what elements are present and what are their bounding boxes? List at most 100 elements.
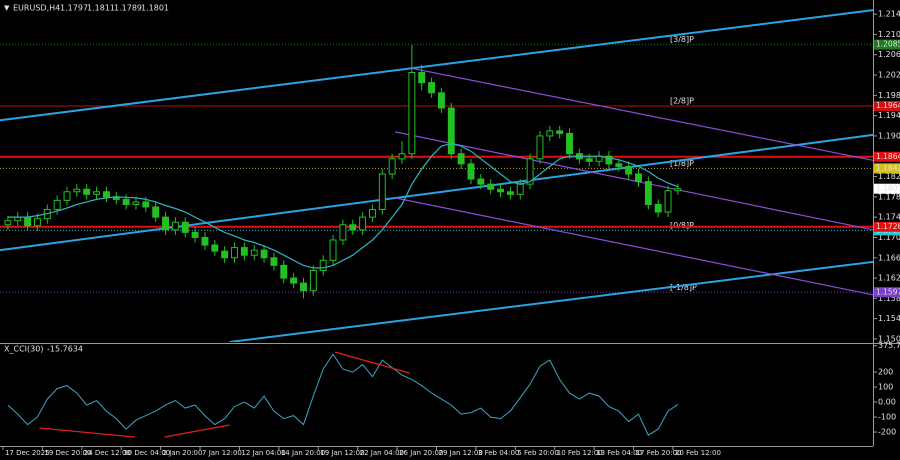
murray-price-box — [874, 287, 900, 298]
y-tick-label: 1.1985 — [878, 91, 900, 100]
trendline — [409, 67, 873, 161]
candle-body — [457, 153, 465, 165]
trendline — [394, 131, 873, 231]
murray-price-box — [874, 100, 900, 111]
candle-body — [93, 191, 101, 195]
current-price-label: 1.1801 — [876, 184, 900, 193]
candle-body — [635, 173, 642, 183]
candle-body — [536, 135, 544, 160]
x-tick-label: 3 Feb 04:00 — [478, 449, 519, 457]
divergence-line — [164, 424, 230, 438]
candle-body — [191, 231, 199, 238]
candle-body — [487, 183, 495, 190]
candle-body — [625, 165, 633, 175]
trendline — [0, 133, 873, 252]
candle-body — [73, 188, 81, 193]
candle-body — [270, 257, 278, 266]
y-tick-label: 1.1545 — [878, 314, 900, 323]
murray-label: [0/8]P — [670, 221, 694, 230]
y-tick-label: -100 — [878, 413, 896, 422]
candle-body — [566, 132, 573, 155]
x-tick-label: 2 Jan 20:00 — [163, 449, 203, 457]
candle-body — [250, 249, 258, 256]
murray-price-label: 1.1964 — [876, 101, 900, 110]
line-price-label: 1.1726 — [876, 222, 900, 231]
candle-body — [231, 247, 238, 259]
line-price-box — [874, 151, 900, 162]
y-tick-label: 1.1945 — [878, 111, 900, 120]
indicator-value: -15.7634 — [47, 345, 83, 354]
murray-price-label: 1.2085 — [876, 40, 900, 49]
line-price-label: 1.1864 — [876, 152, 900, 161]
y-tick-label: 1.2145 — [878, 10, 900, 19]
candle-body — [497, 188, 505, 193]
y-tick-label: 1.2025 — [878, 71, 900, 80]
candle-body — [654, 203, 662, 213]
panel-0: [3/8]P [2/8]P [1/8]P [0/8]P [-1/8]P — [0, 9, 873, 342]
y-tick-label: 1.1785 — [878, 192, 900, 201]
candle-body — [102, 191, 110, 198]
candle-body — [556, 130, 564, 134]
candle-body — [447, 107, 455, 155]
header-icon: ▼ — [4, 4, 10, 12]
y-tick-label: 200 — [878, 368, 893, 377]
candle-body — [526, 158, 534, 185]
x-tick-label: 13 Feb 04:00 — [596, 449, 642, 457]
candle-body — [368, 209, 376, 218]
header-high: 1.1811 — [87, 4, 115, 13]
x-tick-label: 19 Dec 20:00 — [44, 449, 91, 457]
candle-body — [240, 247, 248, 256]
candle-body — [309, 269, 317, 292]
y-tick-label: 1.2105 — [878, 30, 900, 39]
candle-body — [339, 224, 347, 241]
candle-body — [171, 221, 179, 231]
y-tick-label: 375.7568 — [878, 341, 900, 350]
line-price-box — [874, 221, 900, 232]
candle-body — [349, 224, 357, 231]
y-tick-label: 100 — [878, 383, 893, 392]
x-tick-label: 26 Jan 20:00 — [399, 449, 443, 457]
trendline — [0, 9, 873, 122]
header-open: 1.1797 — [60, 4, 88, 13]
candle-body — [329, 239, 337, 261]
candle-body — [418, 72, 426, 84]
indicator-title: X_CCI(30) — [4, 345, 43, 354]
candle-body — [428, 82, 436, 94]
murray-label: [3/8]P — [670, 35, 694, 44]
murray-label: [2/8]P — [670, 96, 694, 105]
y-tick-label: 1.1905 — [878, 131, 900, 140]
trendline — [394, 197, 873, 296]
candle-body — [664, 190, 672, 213]
indicator-line — [7, 353, 679, 436]
candle-body — [398, 153, 406, 160]
x-tick-label: 14 Jan 20:00 — [281, 449, 325, 457]
x-tick-label: 7 Jan 12:00 — [202, 449, 242, 457]
x-tick-label: 24 Dec 12:00 — [84, 449, 131, 457]
candle-body — [378, 173, 386, 211]
y-tick-label: 1.1745 — [878, 213, 900, 222]
candle-body — [33, 218, 41, 227]
panel-1 — [7, 351, 679, 438]
header-low: 1.1789 — [114, 4, 142, 13]
candle-body — [53, 199, 61, 211]
symbol-title: EURUSD,H4 — [13, 4, 60, 13]
candle-body — [300, 282, 307, 292]
candle-body — [319, 259, 327, 271]
candle-body — [132, 201, 140, 205]
candle-body — [201, 236, 209, 246]
x-tick-label: 30 Dec 04:00 — [123, 449, 170, 457]
candle-body — [644, 181, 652, 205]
x-tick-label: 19 Jan 12:00 — [320, 449, 364, 457]
candle-body — [221, 250, 229, 259]
murray-label: [1/8]P — [670, 159, 694, 168]
header: ▼ EURUSD,H4 1.1797 1.1811 1.1789 1.1801 … — [4, 4, 169, 354]
x-tick-label: 20 Feb 12:00 — [675, 449, 721, 457]
murray-price-box — [874, 163, 900, 174]
y-tick-label: 1.1705 — [878, 233, 900, 242]
moving-average — [7, 142, 679, 269]
x-tick-label: 22 Jan 04:00 — [360, 449, 404, 457]
candle-body — [408, 72, 416, 155]
y-tick-label: 1.2065 — [878, 50, 900, 59]
